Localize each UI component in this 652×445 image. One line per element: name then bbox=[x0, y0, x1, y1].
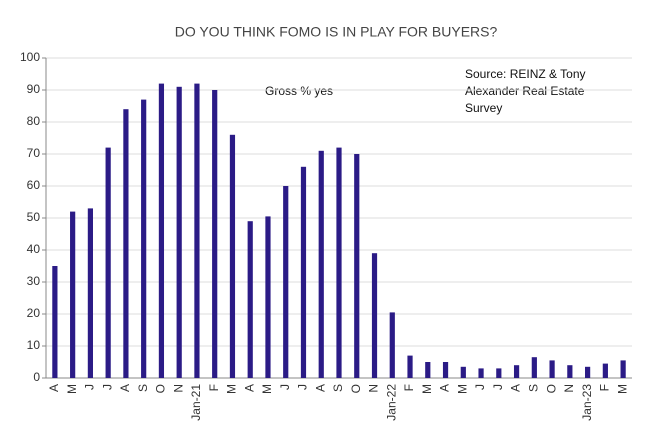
x-tick-label: M bbox=[65, 384, 79, 394]
bar bbox=[460, 366, 466, 378]
x-tick-label: J bbox=[100, 384, 114, 390]
bar bbox=[407, 355, 413, 378]
x-tick-label: N bbox=[171, 384, 185, 393]
bar bbox=[425, 362, 431, 378]
annotation: Gross % yes bbox=[265, 84, 333, 98]
x-tick-label: O bbox=[544, 384, 558, 393]
source-line: Survey bbox=[465, 101, 502, 115]
x-tick-label: M bbox=[615, 384, 629, 394]
bar bbox=[87, 208, 93, 378]
x-tick-label: Jan-21 bbox=[189, 384, 203, 421]
y-tick-label: 90 bbox=[27, 82, 41, 96]
x-tick-label: A bbox=[313, 384, 327, 392]
x-tick-label: J bbox=[473, 384, 487, 390]
chart-title: DO YOU THINK FOMO IS IN PLAY FOR BUYERS? bbox=[175, 24, 498, 40]
x-tick-label: F bbox=[207, 384, 221, 391]
bar bbox=[549, 360, 555, 378]
bar bbox=[354, 154, 360, 378]
bar bbox=[105, 147, 111, 378]
x-tick-label: O bbox=[349, 384, 363, 393]
bar bbox=[496, 368, 502, 378]
bar bbox=[567, 365, 573, 378]
x-tick-label: A bbox=[438, 384, 452, 392]
x-tick-label: S bbox=[331, 384, 345, 392]
x-tick-label: M bbox=[225, 384, 239, 394]
x-tick-label: M bbox=[260, 384, 274, 394]
bar bbox=[513, 365, 520, 378]
bar bbox=[212, 90, 218, 378]
y-tick-label: 20 bbox=[27, 306, 41, 320]
bar bbox=[265, 216, 271, 378]
x-tick-label: S bbox=[136, 384, 150, 392]
x-tick-label: O bbox=[154, 384, 168, 393]
bar bbox=[194, 83, 200, 378]
x-tick-label: Jan-23 bbox=[580, 384, 594, 421]
x-tick-label: M bbox=[455, 384, 469, 394]
bar bbox=[52, 266, 58, 378]
source-line: Source: REINZ & Tony bbox=[465, 67, 586, 81]
x-tick-label: J bbox=[278, 384, 292, 390]
bar bbox=[336, 147, 342, 378]
x-tick-label: J bbox=[83, 384, 97, 390]
bar bbox=[585, 366, 591, 378]
bar bbox=[478, 368, 484, 378]
bar bbox=[141, 99, 147, 378]
y-tick-label: 30 bbox=[27, 274, 41, 288]
bar bbox=[318, 150, 324, 378]
bar bbox=[442, 362, 449, 378]
bar bbox=[300, 166, 307, 378]
bar bbox=[371, 253, 378, 378]
bar bbox=[176, 86, 182, 379]
y-tick-label: 70 bbox=[27, 146, 41, 160]
x-tick-label: S bbox=[527, 384, 541, 392]
x-tick-label: F bbox=[402, 384, 416, 391]
bar bbox=[229, 134, 236, 378]
bar bbox=[247, 221, 253, 378]
bar bbox=[70, 211, 76, 378]
x-tick-label: A bbox=[47, 384, 61, 392]
bar bbox=[531, 357, 537, 378]
bar bbox=[158, 83, 165, 378]
y-tick-label: 40 bbox=[27, 242, 41, 256]
bar bbox=[620, 360, 626, 378]
y-tick-label: 100 bbox=[20, 50, 40, 64]
y-tick-label: 60 bbox=[27, 178, 41, 192]
x-tick-label: J bbox=[296, 384, 310, 390]
x-tick-label: F bbox=[598, 384, 612, 391]
x-tick-label: N bbox=[367, 384, 381, 393]
bar bbox=[283, 186, 289, 378]
x-tick-label: A bbox=[118, 384, 132, 392]
x-tick-label: A bbox=[509, 384, 523, 392]
y-tick-label: 10 bbox=[27, 338, 41, 352]
bar bbox=[123, 109, 129, 378]
x-tick-label: N bbox=[562, 384, 576, 393]
x-tick-label: Jan-22 bbox=[384, 384, 398, 421]
x-tick-label: J bbox=[491, 384, 505, 390]
y-tick-label: 0 bbox=[33, 370, 40, 384]
x-tick-label: A bbox=[242, 384, 256, 392]
bar bbox=[389, 312, 395, 378]
x-tick-label: M bbox=[420, 384, 434, 394]
source-line: Alexander Real Estate bbox=[465, 84, 585, 98]
y-tick-label: 50 bbox=[27, 210, 41, 224]
bar bbox=[602, 363, 608, 378]
y-tick-label: 80 bbox=[27, 114, 41, 128]
